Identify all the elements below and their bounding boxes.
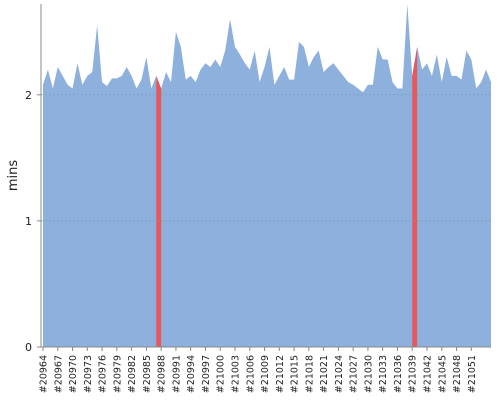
y-axis-label: mins bbox=[6, 160, 21, 192]
x-tick-label: #20970 bbox=[68, 355, 79, 393]
x-tick-label: #21024 bbox=[334, 355, 345, 393]
x-tick-label: #21051 bbox=[467, 355, 478, 393]
x-tick-label: #20985 bbox=[142, 355, 153, 393]
x-tick-label: #20988 bbox=[157, 355, 168, 393]
x-tick-label: #20964 bbox=[39, 355, 50, 393]
y-tick-label: 1 bbox=[25, 215, 32, 228]
x-tick-label: #21012 bbox=[275, 355, 286, 393]
x-tick-label: #20994 bbox=[186, 355, 197, 393]
x-tick-label: #21048 bbox=[452, 355, 463, 393]
x-tick-label: #21045 bbox=[437, 355, 448, 393]
x-tick-label: #20967 bbox=[53, 355, 64, 393]
x-tick-label: #21027 bbox=[349, 355, 360, 393]
x-tick-label: #21006 bbox=[245, 355, 256, 393]
highlight-segment-1 bbox=[156, 75, 162, 348]
area-series bbox=[43, 4, 491, 347]
x-tick-label: #20973 bbox=[83, 355, 94, 393]
x-tick-label: #20991 bbox=[171, 355, 182, 393]
x-tick-label: #21036 bbox=[393, 355, 404, 393]
x-tick-label: #21000 bbox=[216, 355, 227, 393]
x-tick-label: #21021 bbox=[319, 355, 330, 393]
highlight-segment-2 bbox=[412, 46, 418, 347]
x-tick-label: #21030 bbox=[363, 355, 374, 393]
y-tick-label: 2 bbox=[25, 89, 32, 102]
x-tick-label: #20997 bbox=[201, 355, 212, 393]
y-tick-label: 0 bbox=[25, 341, 32, 354]
x-tick-label: #21042 bbox=[423, 355, 434, 393]
x-tick-label: #21039 bbox=[408, 355, 419, 393]
x-tick-label: #21015 bbox=[290, 355, 301, 393]
x-tick-label: #21033 bbox=[378, 355, 389, 393]
x-tick-label: #20979 bbox=[112, 355, 123, 393]
x-tick-label: #21009 bbox=[260, 355, 271, 393]
x-tick-label: #21018 bbox=[304, 355, 315, 393]
x-tick-label: #20976 bbox=[98, 355, 109, 393]
x-tick-label: #20982 bbox=[127, 355, 138, 393]
x-tick-label: #21003 bbox=[231, 355, 242, 393]
